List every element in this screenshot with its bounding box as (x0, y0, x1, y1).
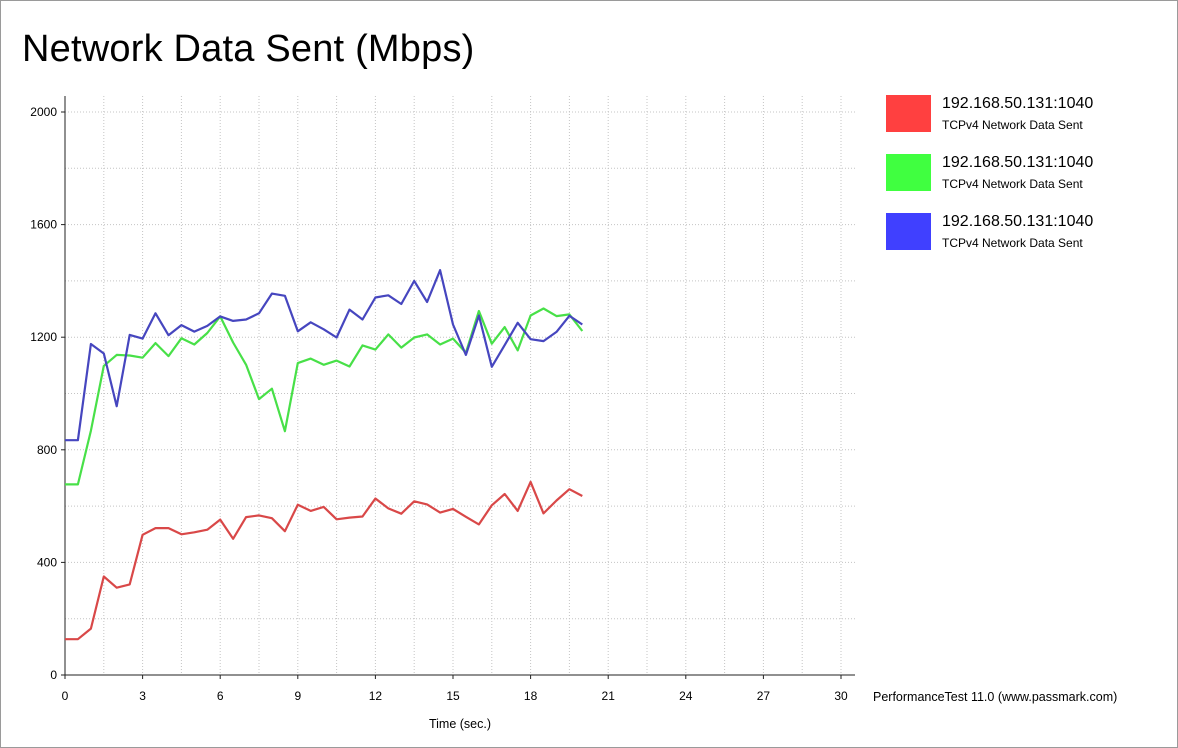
x-tick-label: 0 (62, 689, 69, 703)
x-tick-label: 24 (679, 689, 693, 703)
series-line-2 (65, 307, 584, 486)
legend-swatch-green (886, 154, 931, 191)
x-tick-label: 18 (524, 689, 538, 703)
legend-swatch-blue (886, 213, 931, 250)
y-tick-label: 1600 (30, 218, 57, 232)
y-tick-label: 2000 (30, 105, 57, 119)
x-tick-label: 12 (369, 689, 383, 703)
legend-series-name: 192.168.50.131:1040 (942, 213, 1094, 230)
legend-series-name: 192.168.50.131:1040 (942, 154, 1094, 171)
legend-series-subtitle: TCPv4 Network Data Sent (942, 177, 1083, 191)
credit-text: PerformanceTest 11.0 (www.passmark.com) (873, 690, 1118, 704)
legend-swatch-red (886, 95, 931, 132)
x-tick-label: 30 (834, 689, 848, 703)
y-tick-label: 1200 (30, 330, 57, 344)
x-tick-label: 27 (757, 689, 771, 703)
legend-series-subtitle: TCPv4 Network Data Sent (942, 118, 1083, 132)
chart-title: Network Data Sent (Mbps) (22, 28, 475, 70)
x-axis-label: Time (sec.) (428, 717, 492, 731)
legend: 192.168.50.131:1040 TCPv4 Network Data S… (886, 95, 1166, 272)
legend-item-3: 192.168.50.131:1040 TCPv4 Network Data S… (886, 213, 1166, 272)
legend-item-2: 192.168.50.131:1040 TCPv4 Network Data S… (886, 154, 1166, 213)
x-tick-label: 9 (294, 689, 301, 703)
series-line-3 (65, 269, 583, 442)
y-tick-label: 800 (37, 443, 57, 457)
series-line-1 (65, 480, 583, 641)
legend-item-1: 192.168.50.131:1040 TCPv4 Network Data S… (886, 95, 1166, 154)
legend-series-name: 192.168.50.131:1040 (942, 95, 1094, 112)
x-tick-label: 3 (139, 689, 146, 703)
y-tick-label: 0 (50, 668, 57, 682)
x-tick-label: 21 (602, 689, 616, 703)
y-tick-label: 400 (37, 555, 57, 569)
legend-series-subtitle: TCPv4 Network Data Sent (942, 236, 1083, 250)
x-tick-label: 6 (217, 689, 224, 703)
x-tick-label: 15 (446, 689, 460, 703)
